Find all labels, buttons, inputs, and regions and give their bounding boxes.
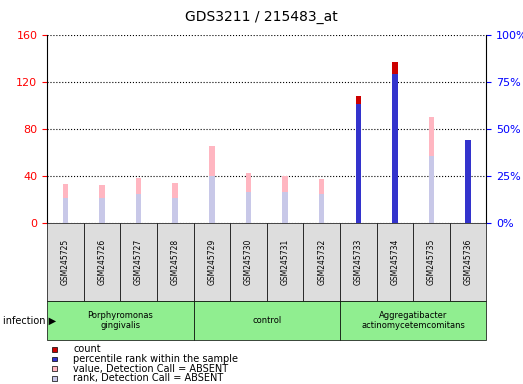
Bar <box>465 140 471 223</box>
Bar <box>157 223 194 301</box>
Bar <box>47 301 194 340</box>
Text: percentile rank within the sample: percentile rank within the sample <box>73 354 238 364</box>
Text: GSM245728: GSM245728 <box>170 239 180 285</box>
Bar <box>246 192 251 223</box>
Bar <box>99 198 105 223</box>
Text: GSM245730: GSM245730 <box>244 239 253 285</box>
Bar <box>47 223 84 301</box>
Bar <box>63 184 68 223</box>
Bar <box>267 223 303 301</box>
Bar <box>84 223 120 301</box>
Bar <box>194 223 230 301</box>
Text: GSM245727: GSM245727 <box>134 239 143 285</box>
Bar <box>392 74 397 223</box>
Text: infection ▶: infection ▶ <box>3 316 56 326</box>
Bar <box>99 185 105 223</box>
Bar <box>429 117 434 223</box>
Bar <box>136 195 141 223</box>
Bar <box>429 156 434 223</box>
Bar <box>120 223 157 301</box>
Bar <box>209 146 214 223</box>
Bar <box>136 178 141 223</box>
Bar <box>282 176 288 223</box>
Bar <box>450 223 486 301</box>
Text: GSM245729: GSM245729 <box>207 239 217 285</box>
Bar <box>282 192 288 223</box>
Bar <box>465 141 471 223</box>
Bar <box>230 223 267 301</box>
Text: Porphyromonas
gingivalis: Porphyromonas gingivalis <box>87 311 153 330</box>
Text: GSM245733: GSM245733 <box>354 239 363 285</box>
Text: control: control <box>252 316 281 325</box>
Bar <box>413 223 450 301</box>
Bar <box>319 195 324 223</box>
Bar <box>63 198 68 223</box>
Text: value, Detection Call = ABSENT: value, Detection Call = ABSENT <box>73 364 229 374</box>
Text: count: count <box>73 344 101 354</box>
Text: GSM245732: GSM245732 <box>317 239 326 285</box>
Text: GSM245735: GSM245735 <box>427 239 436 285</box>
Bar <box>319 179 324 223</box>
Bar <box>340 223 377 301</box>
Text: GSM245731: GSM245731 <box>280 239 290 285</box>
Bar <box>356 104 361 223</box>
Text: GSM245725: GSM245725 <box>61 239 70 285</box>
Bar <box>209 176 214 223</box>
Text: GSM245736: GSM245736 <box>463 239 473 285</box>
Bar <box>303 223 340 301</box>
Bar <box>173 198 178 223</box>
Bar <box>173 183 178 223</box>
Text: GSM245726: GSM245726 <box>97 239 107 285</box>
Bar <box>356 96 361 223</box>
Text: Aggregatibacter
actinomycetemcomitans: Aggregatibacter actinomycetemcomitans <box>361 311 465 330</box>
Text: GSM245734: GSM245734 <box>390 239 400 285</box>
Bar <box>392 61 397 223</box>
Text: GDS3211 / 215483_at: GDS3211 / 215483_at <box>185 10 338 23</box>
Bar <box>194 301 340 340</box>
Bar <box>246 173 251 223</box>
Bar <box>377 223 413 301</box>
Bar <box>340 301 486 340</box>
Text: rank, Detection Call = ABSENT: rank, Detection Call = ABSENT <box>73 373 223 383</box>
